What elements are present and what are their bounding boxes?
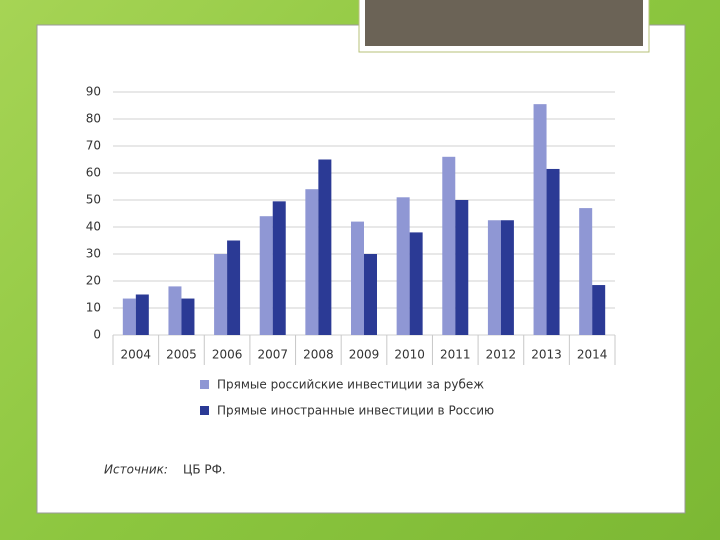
y-tick-label: 50	[86, 193, 101, 207]
bar	[305, 189, 319, 335]
x-tick-label: 2007	[257, 348, 288, 362]
x-tick-label: 2009	[349, 348, 380, 362]
source: ЦБ РФ.	[183, 463, 226, 477]
y-tick-label: 40	[86, 220, 101, 234]
bar	[135, 294, 149, 335]
y-tick-label: 20	[86, 274, 101, 288]
bar	[122, 298, 136, 335]
legend-swatch	[200, 406, 209, 415]
legend-label: Прямые иностранные инвестиции в Россию	[217, 404, 494, 418]
bar	[487, 220, 501, 335]
bar	[409, 232, 423, 335]
bar	[546, 168, 560, 335]
y-tick-label: 70	[86, 139, 101, 153]
bar	[214, 254, 228, 335]
bar	[579, 208, 593, 335]
bar	[533, 104, 547, 336]
y-tick-label: 80	[86, 112, 101, 126]
bar	[259, 216, 273, 335]
title-box	[365, 0, 643, 46]
bar	[181, 298, 195, 335]
bar	[500, 220, 514, 335]
legend-swatch	[200, 380, 209, 389]
bar	[168, 286, 182, 335]
bar	[442, 156, 456, 335]
legend-label: Прямые российские инвестиции за рубеж	[217, 378, 484, 392]
bar	[351, 221, 364, 335]
bar	[592, 285, 606, 335]
bar	[318, 159, 332, 335]
x-tick-label: 2008	[303, 348, 334, 362]
x-tick-label: 2004	[121, 348, 152, 362]
bar	[396, 197, 410, 335]
y-tick-label: 90	[86, 85, 101, 99]
source-label: Источник:	[104, 463, 168, 477]
bar	[364, 254, 377, 335]
x-tick-label: 2011	[440, 348, 471, 362]
x-tick-label: 2013	[531, 348, 562, 362]
y-tick-label: 60	[86, 166, 101, 180]
x-tick-label: 2012	[486, 348, 517, 362]
x-tick-label: 2006	[212, 348, 243, 362]
y-tick-label: 30	[86, 247, 101, 261]
x-tick-label: 2005	[166, 348, 197, 362]
y-tick-label: 10	[86, 301, 101, 315]
bar	[272, 201, 286, 335]
x-tick-label: 2014	[577, 348, 608, 362]
x-tick-label: 2010	[394, 348, 425, 362]
bar	[227, 240, 241, 335]
y-tick-label: 0	[93, 328, 101, 342]
bar	[455, 200, 469, 335]
